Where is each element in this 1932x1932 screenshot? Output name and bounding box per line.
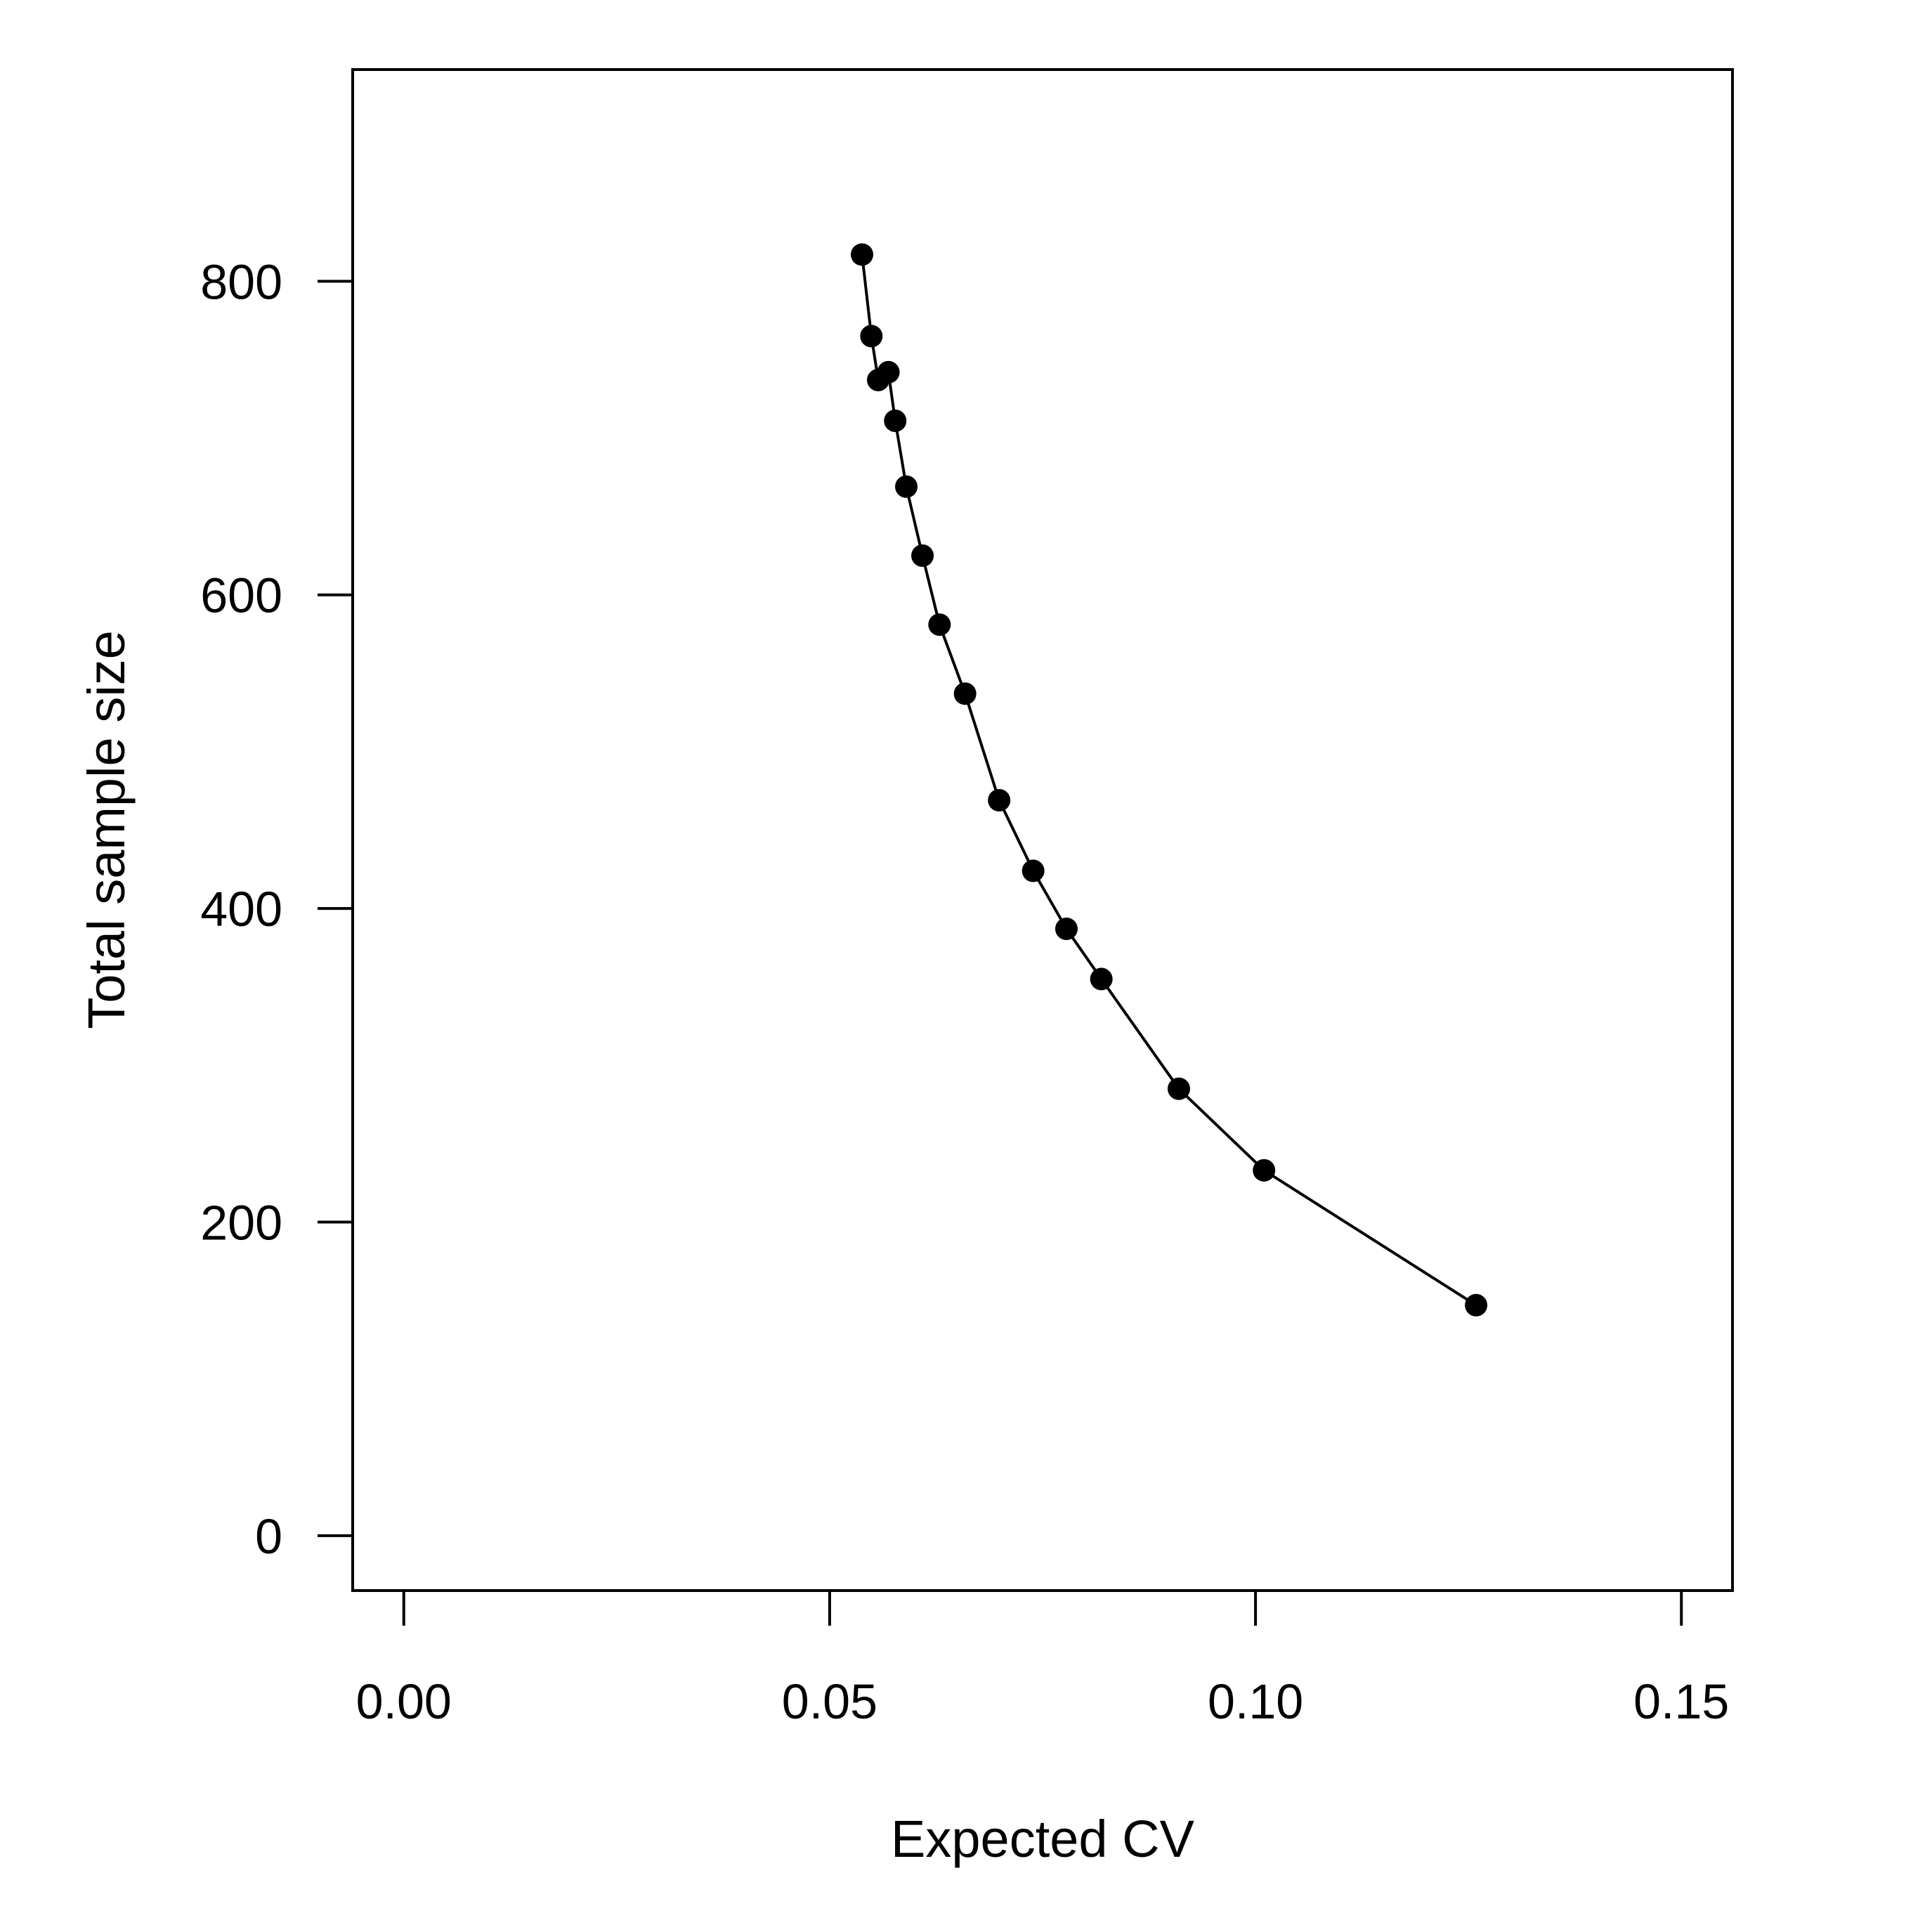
data-point	[877, 360, 900, 384]
x-tick-label: 0.00	[356, 1674, 452, 1729]
data-point	[1022, 859, 1045, 882]
data-point	[1465, 1293, 1488, 1317]
y-tick-label: 0	[255, 1509, 282, 1564]
plot-frame	[351, 68, 1734, 1592]
y-tick-label: 800	[200, 254, 282, 309]
series-line	[860, 254, 1477, 1307]
y-axis: 0 200 400 600 800	[200, 254, 354, 1564]
y-tick-label: 200	[200, 1195, 282, 1250]
data-point	[1090, 967, 1113, 991]
data-point	[1055, 918, 1078, 941]
x-tick-label: 0.15	[1633, 1674, 1729, 1729]
data-point	[895, 475, 918, 498]
series-group	[850, 243, 1488, 1317]
x-axis: 0.00 0.05 0.10 0.15	[356, 1589, 1729, 1729]
data-point	[988, 789, 1011, 812]
data-point	[884, 409, 907, 432]
data-point	[911, 544, 934, 567]
data-point	[860, 325, 883, 348]
y-axis-title: Total sample size	[77, 630, 136, 1029]
y-tick-label: 400	[200, 882, 282, 936]
y-tick-label: 600	[200, 568, 282, 623]
x-axis-title: Expected CV	[891, 1810, 1195, 1868]
x-tick-label: 0.10	[1208, 1674, 1303, 1729]
data-point	[928, 613, 951, 637]
x-tick-label: 0.05	[782, 1674, 877, 1729]
data-point	[953, 682, 977, 705]
data-point	[850, 243, 873, 266]
data-point	[1253, 1158, 1276, 1182]
data-point	[1167, 1077, 1190, 1100]
